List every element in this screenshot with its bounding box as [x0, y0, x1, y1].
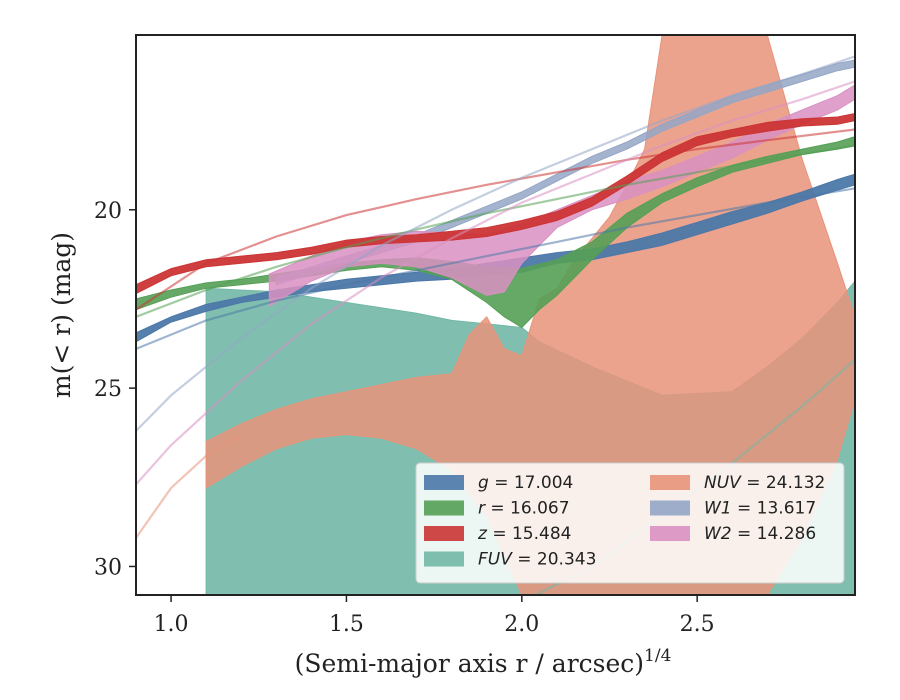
x-tick-label: 2.5: [680, 612, 715, 637]
legend-label-fuv: FUV = 20.343: [478, 550, 596, 570]
legend-label-w1: W1 = 13.617: [704, 499, 816, 519]
y-tick-label: 30: [94, 555, 122, 580]
x-tick-label: 1.0: [154, 612, 189, 637]
legend-swatch-w2: [650, 526, 690, 541]
legend-swatch-w1: [650, 500, 690, 516]
plot-frame: [135, 34, 856, 596]
model-curve-g: [136, 187, 855, 350]
band-w1: [275, 59, 855, 286]
band-z: [136, 112, 855, 295]
legend-swatch-z: [424, 526, 464, 541]
model-curve-z: [136, 128, 855, 311]
legend-label-w2: W2 = 14.286: [704, 524, 816, 544]
model-curve-w2: [136, 80, 855, 486]
legend-label-z: z = 15.484: [477, 524, 571, 544]
x-axis-label: (Semi-major axis r / arcsec)1/4: [295, 646, 672, 678]
model-curve-r: [136, 144, 855, 318]
legend-box: [415, 462, 845, 584]
band-nuv: [205, 35, 855, 595]
legend-swatch-nuv: [650, 475, 690, 490]
band-g: [136, 173, 855, 343]
legend-label-r: r = 16.067: [478, 499, 570, 519]
legend-swatch-fuv: [424, 551, 464, 567]
legend-label-g: g = 17.004: [478, 473, 573, 493]
legend-swatch-r: [424, 500, 464, 516]
x-tick-label: 1.5: [329, 612, 364, 637]
data-bands: [136, 35, 855, 595]
model-curve-nuv: [136, 433, 242, 539]
y-axis-label: m(< r) (mag): [47, 232, 76, 398]
y-axis-ticks: 20 25 30: [94, 199, 136, 580]
y-tick-label: 20: [94, 199, 122, 224]
legend-label-nuv: NUV = 24.132: [704, 473, 825, 493]
model-curve-w1: [136, 55, 855, 432]
legend-swatch-g: [424, 475, 464, 490]
x-tick-label: 2.0: [504, 612, 539, 637]
legend: g = 17.004 r = 16.067 z = 15.484 FUV = 20.3…: [415, 462, 845, 584]
x-axis-ticks: 1.0 1.5 2.0 2.5: [154, 595, 715, 637]
y-tick-label: 25: [94, 377, 122, 402]
